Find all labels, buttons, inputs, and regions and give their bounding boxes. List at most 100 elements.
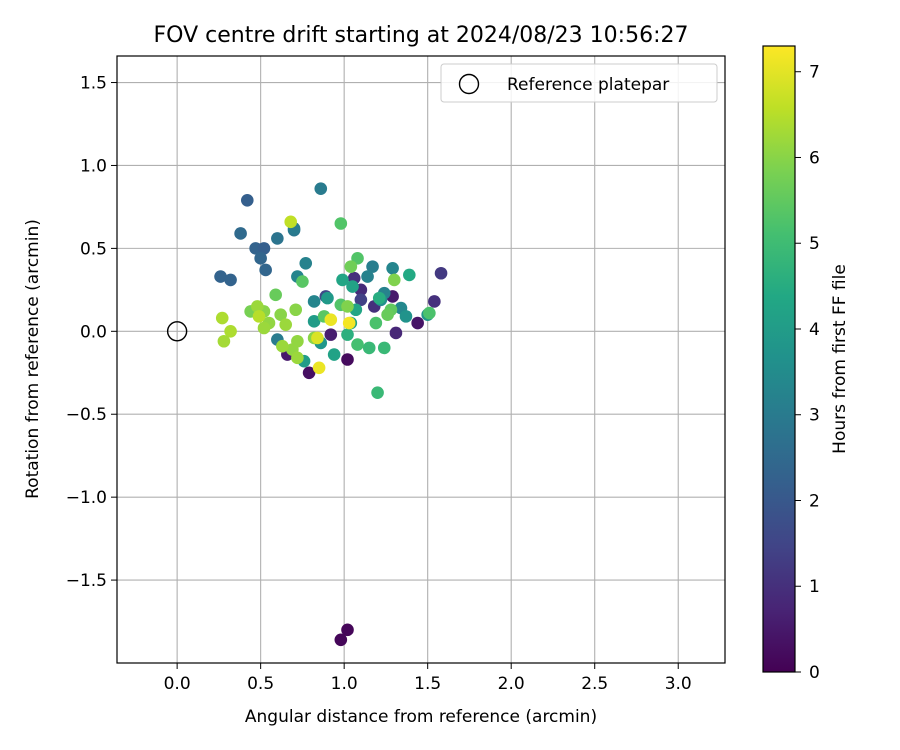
- data-point: [307, 315, 321, 328]
- colorbar-tick-label: 4: [809, 320, 820, 340]
- y-tick-label: 1.5: [80, 74, 107, 94]
- x-axis-label: Angular distance from reference (arcmin): [245, 707, 597, 727]
- data-point: [336, 273, 349, 287]
- x-tick-label: 0.5: [247, 674, 274, 694]
- data-point: [252, 310, 266, 323]
- data-point: [312, 361, 326, 375]
- colorbar-ticks: 0 1 2 3 4 5 6 7: [795, 63, 820, 683]
- data-point: [434, 266, 448, 280]
- data-point: [299, 257, 313, 270]
- data-point: [334, 217, 348, 230]
- colorbar-tick-label: 5: [809, 234, 820, 254]
- data-point: [214, 270, 227, 283]
- data-point: [423, 306, 436, 320]
- data-point: [411, 316, 424, 330]
- data-point: [234, 227, 247, 240]
- x-tick-label: 2.0: [498, 674, 525, 694]
- data-point: [351, 338, 364, 351]
- data-points: [214, 182, 448, 647]
- data-point: [217, 334, 231, 348]
- y-tick-label: −0.5: [66, 405, 107, 425]
- data-point: [399, 310, 413, 323]
- y-tick-label: 1.0: [80, 156, 107, 176]
- data-point: [346, 280, 359, 293]
- colorbar-tick-label: 0: [809, 663, 820, 683]
- data-point: [251, 300, 264, 313]
- legend: Reference platepar: [440, 63, 718, 103]
- x-tick-label: 2.5: [581, 674, 608, 694]
- data-point: [274, 308, 287, 322]
- data-point: [257, 321, 271, 335]
- colorbar-tick-label: 6: [809, 148, 820, 168]
- data-point: [366, 260, 379, 273]
- colorbar-tick-label: 3: [809, 406, 820, 426]
- colorbar-tick-label: 2: [809, 491, 820, 511]
- data-point: [296, 275, 309, 288]
- data-point: [254, 252, 267, 265]
- legend-box: [440, 63, 718, 103]
- data-point: [291, 334, 304, 348]
- data-point: [307, 295, 321, 308]
- data-point: [372, 291, 386, 305]
- reference-marker: [166, 321, 188, 342]
- data-point: [403, 268, 416, 282]
- data-point: [215, 311, 229, 325]
- colorbar-label: Hours from first FF file: [830, 264, 850, 454]
- data-point: [377, 341, 391, 355]
- data-point: [344, 260, 358, 273]
- data-point: [371, 386, 384, 399]
- data-point: [369, 316, 383, 330]
- data-point: [341, 300, 354, 313]
- chart-title: FOV centre drift starting at 2024/08/23 …: [154, 23, 689, 48]
- data-point: [389, 326, 403, 340]
- data-point: [224, 325, 237, 338]
- data-point: [428, 295, 441, 308]
- data-point: [279, 318, 293, 331]
- data-point: [342, 316, 356, 330]
- grid: [117, 56, 725, 663]
- data-point: [240, 193, 254, 207]
- data-point: [324, 328, 338, 341]
- data-point: [354, 293, 368, 307]
- data-point: [361, 270, 374, 283]
- y-tick-label: −1.0: [66, 488, 107, 508]
- data-point: [284, 215, 298, 229]
- x-tick-label: 3.0: [665, 674, 692, 694]
- data-point: [334, 633, 348, 647]
- y-axis-label: Rotation from reference (arcmin): [23, 219, 43, 499]
- reference-platepar-marker: [166, 321, 188, 342]
- data-point: [311, 331, 324, 345]
- x-tick-label: 1.0: [331, 674, 358, 694]
- data-point: [386, 261, 399, 275]
- data-point: [289, 303, 303, 317]
- data-point: [269, 288, 282, 302]
- y-tick-label: 0.0: [80, 322, 107, 342]
- data-point: [257, 242, 271, 255]
- legend-label: Reference platepar: [507, 75, 669, 95]
- data-point: [341, 328, 354, 341]
- data-point: [341, 353, 354, 366]
- y-tick-label: 0.5: [80, 239, 107, 259]
- data-point: [276, 339, 289, 353]
- data-point: [224, 273, 237, 287]
- colorbar-gradient: [762, 45, 796, 673]
- colorbar-tick-label: 7: [809, 63, 820, 83]
- data-point: [314, 182, 328, 195]
- colorbar: 0 1 2 3 4 5 6 7 Hours from first FF file: [762, 45, 850, 683]
- data-point: [387, 273, 401, 287]
- y-axis: −1.5 −1.0 −0.5 0.0 0.5 1.0 1.5: [66, 74, 117, 591]
- colorbar-tick-label: 1: [809, 577, 820, 597]
- data-point: [302, 366, 316, 380]
- x-axis: 0.0 0.5 1.0 1.5 2.0 2.5 3.0: [164, 663, 692, 694]
- data-point: [291, 351, 304, 365]
- data-point: [271, 232, 284, 245]
- data-point: [259, 263, 272, 277]
- legend-reference-marker: [458, 73, 480, 95]
- y-tick-label: −1.5: [66, 571, 107, 591]
- plot-frame: [116, 55, 726, 664]
- x-tick-label: 1.5: [414, 674, 441, 694]
- data-point: [381, 308, 394, 322]
- data-point: [324, 313, 338, 326]
- data-point: [321, 291, 334, 305]
